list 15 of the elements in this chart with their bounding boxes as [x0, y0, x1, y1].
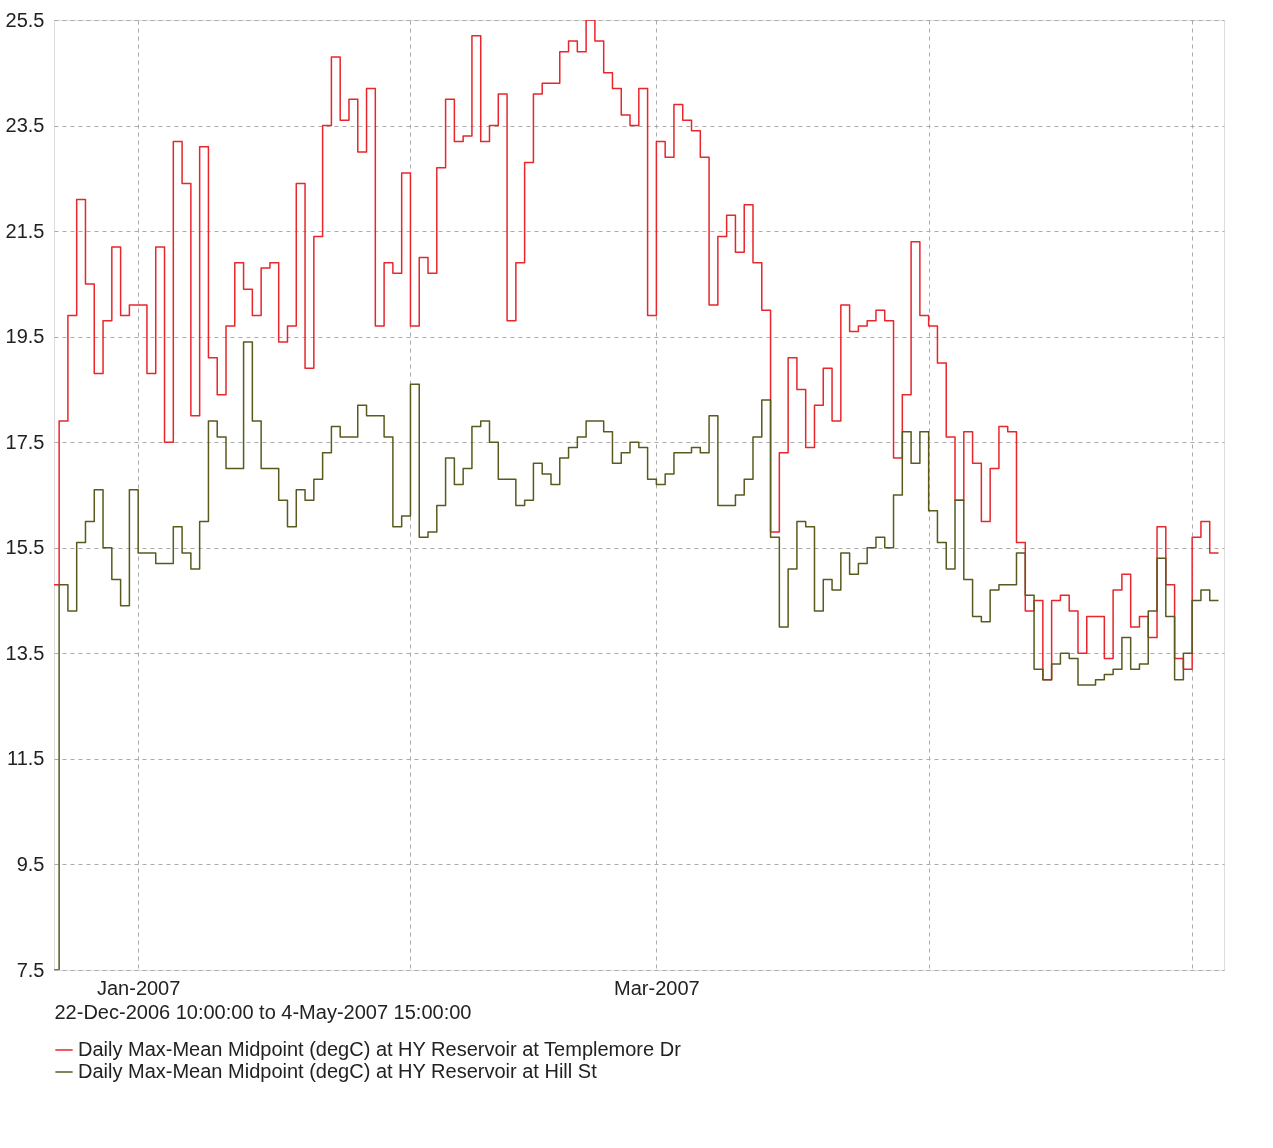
- y-tick-label: 17.5: [5, 430, 45, 453]
- y-tick-label: 19.5: [5, 325, 45, 348]
- y-tick-label: 7.5: [16, 958, 45, 981]
- y-tick-label: 11.5: [7, 747, 45, 770]
- legend-label: Daily Max-Mean Midpoint (degC) at HY Reservoir at Hill St: [78, 1060, 598, 1082]
- x-axis-title: 22-Dec-2006 10:00:00 to 4-May-2007 15:00:00: [54, 1000, 472, 1023]
- y-tick-label: 13.5: [5, 641, 45, 664]
- legend-label: Daily Max-Mean Midpoint (degC) at HY Reservoir at Templemore Dr: [78, 1038, 682, 1060]
- y-tick-label: 9.5: [16, 852, 45, 875]
- y-tick-label: 23.5: [5, 114, 45, 137]
- x-tick-label: Jan-2007: [96, 976, 181, 999]
- y-tick-label: 21.5: [5, 219, 45, 242]
- x-tick-label: Mar-2007: [614, 976, 700, 999]
- y-tick-label: 25.5: [5, 8, 45, 31]
- y-tick-label: 15.5: [5, 536, 45, 559]
